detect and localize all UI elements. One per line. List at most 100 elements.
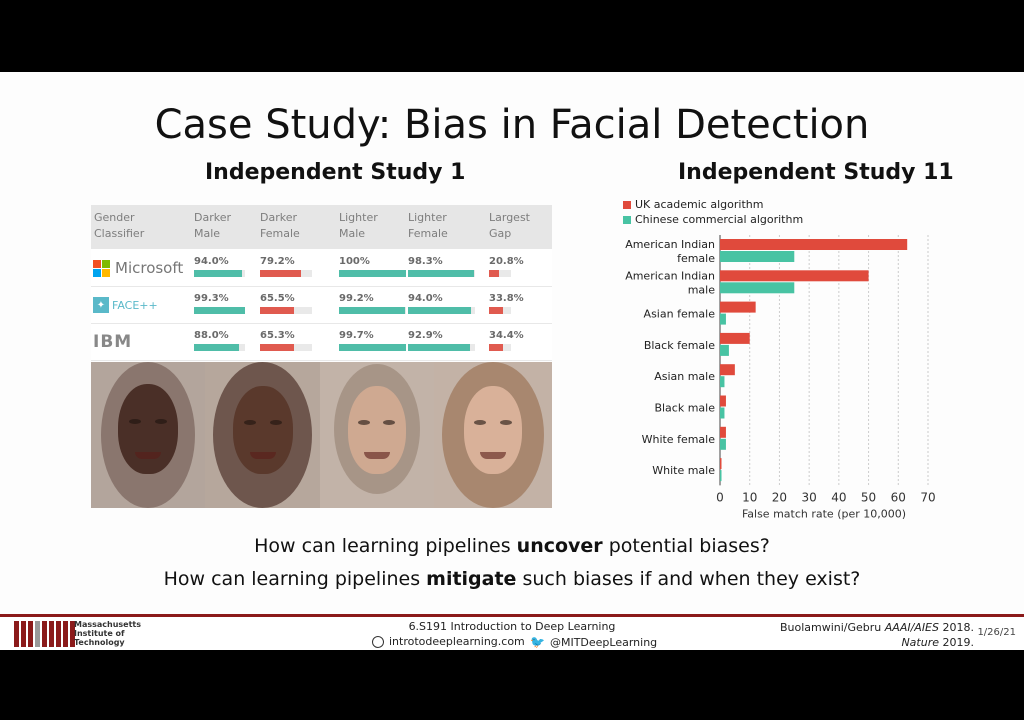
bar-fill (260, 270, 302, 277)
category-label: American Indian (625, 238, 715, 251)
header-lighter-male: Lighter Male (339, 211, 378, 240)
x-tick-label: 10 (742, 490, 757, 504)
mit-logo-icon (14, 621, 75, 647)
bar-uk (720, 364, 735, 376)
bar-track (194, 307, 245, 314)
bar-track (408, 307, 475, 314)
citation: Buolamwini/Gebru AAAI/AIES 2018. Nature … (779, 621, 974, 649)
bar-fill (489, 344, 503, 351)
bar-uk (720, 458, 722, 470)
cell-largest-gap: 20.8% (489, 256, 524, 267)
institute-name: Massachusetts Institute of Technology (74, 620, 142, 647)
bar-chinese (720, 438, 726, 450)
darker-male-average-face (91, 362, 205, 508)
slide: Case Study: Bias in Facial Detection Ind… (0, 72, 1024, 650)
faceplusplus-logo-icon: ✦ FACE++ (93, 294, 158, 316)
category-label: White male (652, 464, 715, 477)
bar-chinese (720, 344, 729, 356)
gender-classifier-table: Gender Classifier Darker Male Darker Female… (91, 205, 552, 361)
bar-chinese (720, 470, 722, 482)
slide-date: 1/26/21 (977, 627, 1016, 638)
bar-chinese (720, 376, 725, 388)
ibm-logo-icon: IBM (93, 332, 133, 352)
x-tick-label: 20 (772, 490, 787, 504)
x-tick-label: 30 (802, 490, 817, 504)
bar-track (260, 344, 312, 351)
course-title: 6.S191 Introduction to Deep Learning (408, 620, 616, 633)
bar-chinese (720, 282, 795, 294)
x-tick-label: 0 (716, 490, 724, 504)
bar-fill (339, 344, 406, 351)
microsoft-logo-icon: Microsoft (93, 257, 183, 279)
slide-footer: Massachusetts Institute of Technology 6.S1… (0, 614, 1024, 650)
bar-track (260, 307, 312, 314)
bar-track (339, 344, 406, 351)
header-gender-classifier: Gender Classifier (94, 211, 145, 240)
study-1-title: Independent Study 1 (205, 160, 466, 185)
bar-fill (489, 307, 503, 314)
bar-chinese (720, 251, 795, 262)
bar-fill (339, 270, 406, 277)
header-lighter-female: Lighter Female (408, 211, 448, 240)
bar-fill (489, 270, 499, 277)
bar-uk (720, 332, 750, 344)
bar-chinese (720, 313, 726, 325)
cell-darker-male: 94.0% (194, 256, 229, 267)
cell-lighter-male: 100% (339, 256, 370, 267)
table-row: IBM 88.0% 65.3% 99.7% 92.9% 34.4% (91, 324, 552, 361)
table-header: Gender Classifier Darker Male Darker Female… (91, 205, 552, 249)
x-tick-label: 40 (831, 490, 846, 504)
category-label: American Indian (625, 269, 715, 282)
bar-track (489, 307, 511, 314)
category-label: White female (642, 433, 716, 446)
bar-track (194, 270, 245, 277)
legend-item-uk: UK academic algorithm (623, 197, 803, 212)
cell-lighter-male: 99.7% (339, 330, 374, 341)
bar-track (194, 344, 245, 351)
chart-legend: UK academic algorithm Chinese commercial… (623, 197, 803, 227)
cell-darker-male: 88.0% (194, 330, 229, 341)
average-faces-image (91, 362, 552, 508)
bar-uk (720, 395, 726, 407)
lighter-male-average-face (320, 362, 434, 508)
cell-darker-female: 65.3% (260, 330, 295, 341)
bar-uk (720, 239, 908, 250)
bar-fill (194, 344, 239, 351)
x-tick-label: 70 (920, 490, 935, 504)
bar-fill (260, 344, 294, 351)
bar-chinese (720, 407, 725, 419)
bar-uk (720, 301, 756, 313)
category-label: Black female (644, 339, 715, 352)
bar-track (408, 344, 475, 351)
twitter-bird-icon: 🐦 (530, 635, 545, 649)
bar-fill (339, 307, 406, 314)
cell-lighter-male: 99.2% (339, 293, 374, 304)
bar-fill (408, 307, 471, 314)
cell-lighter-female: 94.0% (408, 293, 443, 304)
bar-fill (194, 270, 242, 277)
cell-darker-female: 79.2% (260, 256, 295, 267)
bar-track (339, 307, 406, 314)
cell-largest-gap: 33.8% (489, 293, 524, 304)
bar-track (408, 270, 475, 277)
x-tick-label: 60 (891, 490, 906, 504)
table-row: Microsoft 94.0% 79.2% 100% 98.3% 20.8% (91, 250, 552, 287)
bar-track (489, 270, 511, 277)
website-link[interactable]: introtodeeplearning.com (372, 635, 525, 648)
x-axis-label: False match rate (per 10,000) (742, 507, 906, 520)
legend-item-chinese: Chinese commercial algorithm (623, 212, 803, 227)
question-mitigate: How can learning pipelines mitigate such… (163, 568, 861, 590)
cell-darker-male: 99.3% (194, 293, 229, 304)
twitter-link[interactable]: 🐦 @MITDeepLearning (530, 635, 658, 649)
cell-lighter-female: 98.3% (408, 256, 443, 267)
table-row: ✦ FACE++ 99.3% 65.5% 99.2% 94.0% 33.8% (91, 287, 552, 324)
bar-fill (260, 307, 295, 314)
bar-fill (408, 344, 471, 351)
bar-track (489, 344, 511, 351)
bar-fill (194, 307, 245, 314)
category-label: male (688, 283, 716, 296)
header-largest-gap: Largest Gap (489, 211, 530, 240)
category-label: Asian female (644, 308, 716, 321)
study-2-title: Independent Study 11 (678, 160, 954, 185)
